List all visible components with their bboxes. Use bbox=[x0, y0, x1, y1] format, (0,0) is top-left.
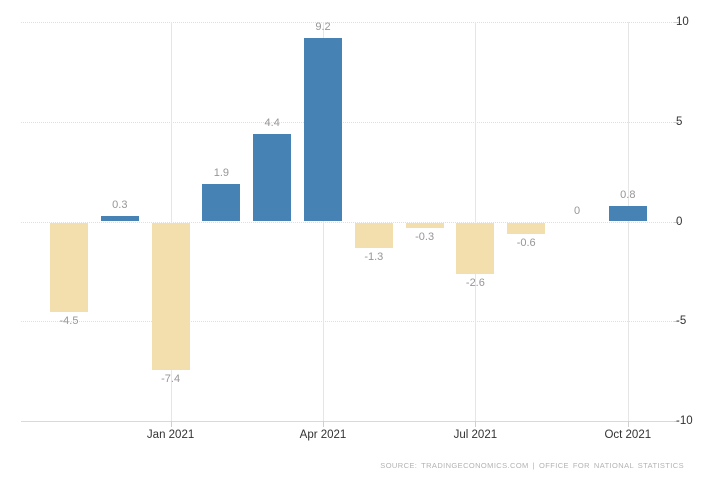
v-gridline-oct-2021 bbox=[627, 22, 629, 421]
bar-1[interactable] bbox=[100, 215, 139, 222]
bar-4[interactable] bbox=[253, 133, 292, 222]
v-gridline-jul-2021 bbox=[475, 22, 477, 421]
y-tick-mark bbox=[674, 321, 679, 323]
y-tick-label: -5 bbox=[676, 315, 687, 328]
bar-value-label: -7.4 bbox=[161, 373, 181, 386]
x-tick-mark bbox=[170, 421, 172, 427]
bar-value-label: 0.8 bbox=[620, 188, 636, 201]
h-gridline--5 bbox=[21, 321, 674, 323]
y-tick-mark bbox=[674, 421, 679, 422]
x-tick-label: Oct 2021 bbox=[604, 429, 652, 441]
bar-8[interactable] bbox=[456, 222, 495, 275]
bar-value-label: 1.9 bbox=[213, 166, 230, 179]
bar-value-label: -4.5 bbox=[59, 315, 79, 328]
bar-0[interactable] bbox=[50, 222, 88, 313]
bar-value-label: -0.6 bbox=[516, 237, 536, 250]
bar-value-label: -1.3 bbox=[364, 251, 384, 264]
x-tick-mark bbox=[323, 421, 324, 427]
bar-value-label: 0 bbox=[573, 204, 581, 217]
bar-5[interactable] bbox=[304, 37, 342, 222]
x-tick-mark bbox=[475, 421, 477, 427]
y-tick-mark bbox=[674, 221, 679, 223]
h-gridline-5 bbox=[21, 121, 674, 123]
bar-value-label: -2.6 bbox=[465, 277, 485, 290]
x-tick-label: Jul 2021 bbox=[453, 429, 498, 441]
bar-7[interactable] bbox=[405, 222, 444, 229]
v-gridline-jan-2021 bbox=[170, 22, 172, 421]
bar-value-label: 4.4 bbox=[264, 116, 280, 129]
bar-value-label: -0.3 bbox=[415, 231, 435, 244]
bar-9[interactable] bbox=[507, 222, 546, 235]
h-gridline-0 bbox=[21, 221, 674, 223]
bar-3[interactable] bbox=[202, 183, 241, 222]
h-gridline-10 bbox=[21, 22, 674, 23]
bar-6[interactable] bbox=[354, 222, 393, 249]
v-gridline-apr-2021 bbox=[323, 22, 324, 421]
y-tick-label: -10 bbox=[676, 415, 693, 427]
bar-value-label: 9.2 bbox=[315, 20, 331, 33]
source-attribution: SOURCE: TRADINGECONOMICS.COM | OFFICE FO… bbox=[380, 461, 684, 470]
bar-value-label: 0.3 bbox=[112, 198, 128, 211]
y-tick-label: 0 bbox=[676, 215, 683, 228]
x-tick-label: Jan 2021 bbox=[146, 429, 195, 441]
bar-2[interactable] bbox=[151, 222, 190, 371]
y-tick-mark bbox=[674, 22, 679, 23]
y-tick-label: 10 bbox=[676, 16, 689, 28]
bar-11[interactable] bbox=[608, 205, 647, 222]
y-tick-label: 5 bbox=[676, 115, 683, 128]
x-tick-mark bbox=[627, 421, 629, 427]
y-tick-mark bbox=[674, 121, 679, 123]
h-gridline--10 bbox=[21, 421, 674, 422]
x-tick-label: Apr 2021 bbox=[299, 429, 347, 441]
